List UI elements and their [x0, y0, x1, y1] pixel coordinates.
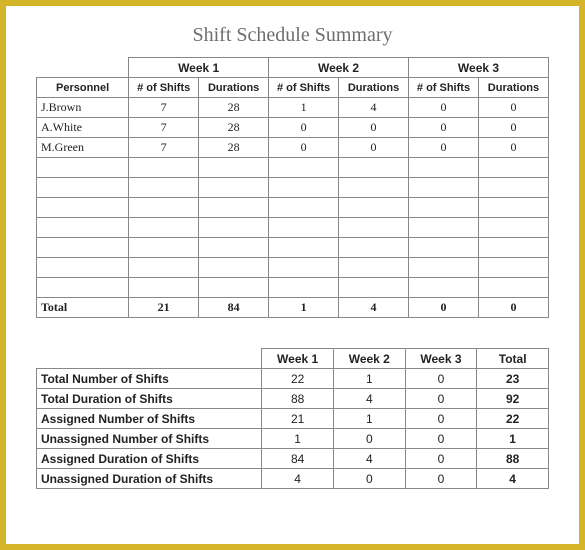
document-frame: Shift Schedule Summary Week 1 Week 2 Wee…	[0, 0, 585, 550]
week-header-row: Week 1 Week 2 Week 3	[37, 58, 549, 78]
summary-cell: 1	[333, 369, 405, 389]
spacer	[36, 318, 549, 348]
cell: 28	[199, 98, 269, 118]
summary-row: Unassigned Number of Shifts 1 0 0 1	[37, 429, 549, 449]
summary-cell: 0	[333, 469, 405, 489]
summary-label: Total Number of Shifts	[37, 369, 262, 389]
summary-row: Unassigned Duration of Shifts 4 0 0 4	[37, 469, 549, 489]
personnel-name: J.Brown	[37, 98, 129, 118]
cell: 0	[269, 118, 339, 138]
summary-cell: 0	[405, 389, 477, 409]
cell: 0	[409, 138, 479, 158]
personnel-name: M.Green	[37, 138, 129, 158]
summary-total-cell: 1	[477, 429, 549, 449]
personnel-header: Personnel	[37, 78, 129, 98]
page-title: Shift Schedule Summary	[36, 24, 549, 47]
summary-cell: 4	[262, 469, 334, 489]
cell: 7	[129, 98, 199, 118]
table-row: A.White 7 28 0 0 0 0	[37, 118, 549, 138]
summary-total-cell: 4	[477, 469, 549, 489]
summary-row: Assigned Duration of Shifts 84 4 0 88	[37, 449, 549, 469]
summary-label: Unassigned Number of Shifts	[37, 429, 262, 449]
total-cell: 0	[478, 298, 548, 318]
summary-table: Week 1 Week 2 Week 3 Total Total Number …	[36, 348, 549, 489]
total-row: Total 21 84 1 4 0 0	[37, 298, 549, 318]
shifts-header: # of Shifts	[129, 78, 199, 98]
summary-cell: 1	[333, 409, 405, 429]
cell: 0	[339, 118, 409, 138]
cell: 0	[478, 118, 548, 138]
summary-cell: 0	[405, 409, 477, 429]
week-header: Week 3	[409, 58, 549, 78]
shifts-header: # of Shifts	[409, 78, 479, 98]
summary-row: Assigned Number of Shifts 21 1 0 22	[37, 409, 549, 429]
blank-cell	[37, 349, 262, 369]
cell: 7	[129, 138, 199, 158]
summary-cell: 1	[262, 429, 334, 449]
blank-cell	[37, 58, 129, 78]
summary-cell: 0	[405, 469, 477, 489]
empty-row	[37, 158, 549, 178]
summary-label: Assigned Number of Shifts	[37, 409, 262, 429]
summary-label: Total Duration of Shifts	[37, 389, 262, 409]
total-cell: 1	[269, 298, 339, 318]
cell: 4	[339, 98, 409, 118]
cell: 0	[339, 138, 409, 158]
summary-total-cell: 23	[477, 369, 549, 389]
summary-row: Total Duration of Shifts 88 4 0 92	[37, 389, 549, 409]
summary-total-cell: 88	[477, 449, 549, 469]
cell: 1	[269, 98, 339, 118]
cell: 0	[409, 98, 479, 118]
cell: 28	[199, 118, 269, 138]
empty-row	[37, 278, 549, 298]
summary-cell: 0	[405, 429, 477, 449]
summary-cell: 0	[333, 429, 405, 449]
sub-header-row: Personnel # of Shifts Durations # of Shi…	[37, 78, 549, 98]
summary-label: Unassigned Duration of Shifts	[37, 469, 262, 489]
summary-cell: 84	[262, 449, 334, 469]
total-cell: 84	[199, 298, 269, 318]
summary-total-header: Total	[477, 349, 549, 369]
cell: 0	[478, 98, 548, 118]
summary-total-cell: 22	[477, 409, 549, 429]
durations-header: Durations	[199, 78, 269, 98]
personnel-name: A.White	[37, 118, 129, 138]
summary-cell: 0	[405, 369, 477, 389]
total-label: Total	[37, 298, 129, 318]
summary-total-cell: 92	[477, 389, 549, 409]
week-header: Week 1	[129, 58, 269, 78]
total-cell: 0	[409, 298, 479, 318]
cell: 28	[199, 138, 269, 158]
empty-row	[37, 218, 549, 238]
summary-week-header: Week 1	[262, 349, 334, 369]
summary-week-header: Week 2	[333, 349, 405, 369]
week-header: Week 2	[269, 58, 409, 78]
total-cell: 21	[129, 298, 199, 318]
empty-row	[37, 198, 549, 218]
summary-cell: 0	[405, 449, 477, 469]
summary-row: Total Number of Shifts 22 1 0 23	[37, 369, 549, 389]
total-cell: 4	[339, 298, 409, 318]
shifts-header: # of Shifts	[269, 78, 339, 98]
shift-schedule-table: Week 1 Week 2 Week 3 Personnel # of Shif…	[36, 57, 549, 318]
empty-row	[37, 238, 549, 258]
empty-row	[37, 258, 549, 278]
summary-cell: 22	[262, 369, 334, 389]
summary-label: Assigned Duration of Shifts	[37, 449, 262, 469]
cell: 0	[269, 138, 339, 158]
empty-row	[37, 178, 549, 198]
summary-header-row: Week 1 Week 2 Week 3 Total	[37, 349, 549, 369]
summary-cell: 4	[333, 449, 405, 469]
cell: 7	[129, 118, 199, 138]
durations-header: Durations	[339, 78, 409, 98]
table-row: J.Brown 7 28 1 4 0 0	[37, 98, 549, 118]
summary-cell: 21	[262, 409, 334, 429]
summary-cell: 4	[333, 389, 405, 409]
cell: 0	[409, 118, 479, 138]
summary-cell: 88	[262, 389, 334, 409]
durations-header: Durations	[478, 78, 548, 98]
table-row: M.Green 7 28 0 0 0 0	[37, 138, 549, 158]
summary-week-header: Week 3	[405, 349, 477, 369]
cell: 0	[478, 138, 548, 158]
